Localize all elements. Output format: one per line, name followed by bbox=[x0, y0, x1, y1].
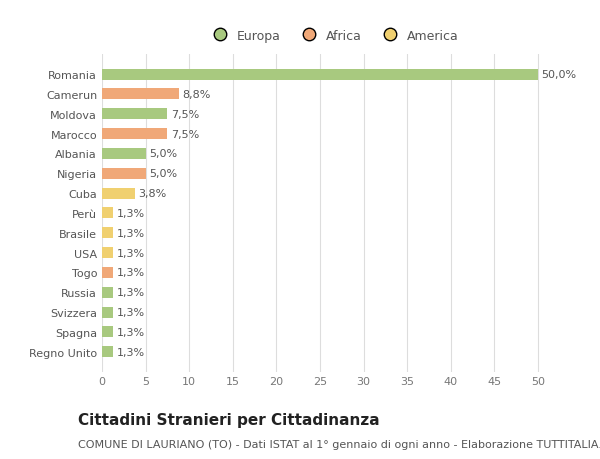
Legend: Europa, Africa, America: Europa, Africa, America bbox=[207, 30, 459, 43]
Bar bbox=[102, 267, 113, 278]
Bar bbox=[102, 149, 146, 160]
Bar bbox=[102, 228, 113, 239]
Text: 1,3%: 1,3% bbox=[117, 347, 145, 357]
Text: Cittadini Stranieri per Cittadinanza: Cittadini Stranieri per Cittadinanza bbox=[78, 413, 380, 428]
Bar bbox=[102, 307, 113, 318]
Text: 1,3%: 1,3% bbox=[117, 268, 145, 278]
Bar bbox=[102, 129, 167, 140]
Text: 7,5%: 7,5% bbox=[171, 129, 199, 139]
Text: 1,3%: 1,3% bbox=[117, 327, 145, 337]
Bar bbox=[102, 327, 113, 338]
Bar bbox=[102, 287, 113, 298]
Bar bbox=[102, 208, 113, 219]
Text: 1,3%: 1,3% bbox=[117, 308, 145, 317]
Text: 1,3%: 1,3% bbox=[117, 228, 145, 238]
Text: 8,8%: 8,8% bbox=[182, 90, 211, 100]
Text: 50,0%: 50,0% bbox=[541, 70, 577, 80]
Bar bbox=[102, 109, 167, 120]
Text: 5,0%: 5,0% bbox=[149, 169, 177, 179]
Bar bbox=[102, 89, 179, 100]
Bar bbox=[102, 347, 113, 358]
Text: COMUNE DI LAURIANO (TO) - Dati ISTAT al 1° gennaio di ogni anno - Elaborazione T: COMUNE DI LAURIANO (TO) - Dati ISTAT al … bbox=[78, 440, 600, 449]
Bar bbox=[102, 168, 146, 179]
Text: 1,3%: 1,3% bbox=[117, 248, 145, 258]
Text: 1,3%: 1,3% bbox=[117, 208, 145, 218]
Bar bbox=[102, 69, 538, 80]
Text: 7,5%: 7,5% bbox=[171, 110, 199, 119]
Text: 3,8%: 3,8% bbox=[139, 189, 167, 199]
Bar bbox=[102, 188, 135, 199]
Text: 1,3%: 1,3% bbox=[117, 288, 145, 297]
Bar bbox=[102, 247, 113, 258]
Text: 5,0%: 5,0% bbox=[149, 149, 177, 159]
